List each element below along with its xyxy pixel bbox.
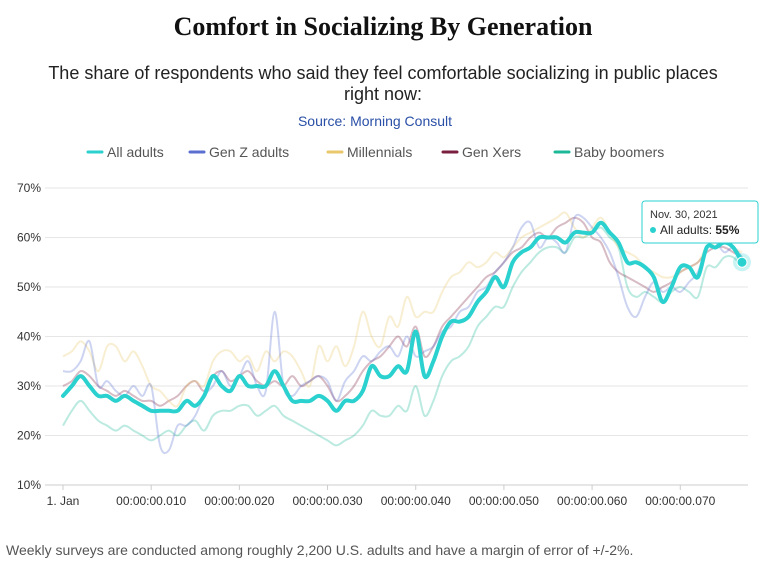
legend-label: Millennials bbox=[347, 144, 412, 160]
series-line-gen-x[interactable] bbox=[62, 216, 743, 407]
x-tick-label: 00:00:00.060 bbox=[557, 494, 627, 508]
legend-item-all-adults[interactable]: All adults bbox=[86, 144, 164, 160]
x-tick-label: 00:00:00.050 bbox=[469, 494, 539, 508]
subtitle-line-1: The share of respondents who said they f… bbox=[48, 63, 718, 83]
legend-label: Baby boomers bbox=[574, 144, 664, 160]
subtitle-line-2: right now: bbox=[343, 84, 423, 104]
legend-label: Gen Z adults bbox=[209, 144, 289, 160]
line-chart: All adults Gen Z adults Millennials Gen Xer… bbox=[17, 144, 759, 508]
x-axis: 1. Jan 00:00:00.010 00:00:00.020 00:00:00.0… bbox=[47, 485, 716, 508]
legend-item-boomers[interactable]: Baby boomers bbox=[553, 144, 664, 160]
legend-label: All adults bbox=[107, 144, 164, 160]
tooltip-box bbox=[641, 200, 759, 244]
y-axis: 10% 20% 30% 40% 50% 60% 70% bbox=[17, 181, 41, 492]
series-line-millennials[interactable] bbox=[62, 211, 743, 408]
chart-title: Comfort in Socializing By Generation bbox=[173, 12, 593, 41]
legend-item-millennials[interactable]: Millennials bbox=[326, 144, 412, 160]
legend-item-gen-z[interactable]: Gen Z adults bbox=[188, 144, 289, 160]
tooltip-date: Nov. 30, 2021 bbox=[650, 209, 718, 221]
y-tick-label: 50% bbox=[17, 280, 41, 294]
footnote: Weekly surveys are conducted among rough… bbox=[6, 542, 634, 558]
y-tick-label: 70% bbox=[17, 181, 41, 195]
chart-subtitle: The share of respondents who said they f… bbox=[0, 63, 766, 105]
x-tick-label: 00:00:00.040 bbox=[381, 494, 451, 508]
legend: All adults Gen Z adults Millennials Gen Xer… bbox=[86, 144, 664, 160]
x-tick-label: 00:00:00.020 bbox=[204, 494, 274, 508]
source-link[interactable]: Source: Morning Consult bbox=[297, 113, 453, 129]
x-tick-label: 00:00:00.030 bbox=[293, 494, 363, 508]
legend-item-gen-x[interactable]: Gen Xers bbox=[441, 144, 521, 160]
x-tick-label: 00:00:00.010 bbox=[116, 494, 186, 508]
hover-marker[interactable] bbox=[736, 256, 748, 268]
y-tick-label: 60% bbox=[17, 231, 41, 245]
y-tick-label: 10% bbox=[17, 478, 41, 492]
gridlines bbox=[45, 187, 748, 486]
series-line-all-adults-highlighted[interactable] bbox=[61, 220, 744, 414]
tooltip-value: All adults: 55% bbox=[660, 223, 740, 237]
tooltip-series-dot bbox=[650, 227, 656, 233]
tooltip-series-name: All adults bbox=[660, 223, 709, 237]
y-tick-label: 40% bbox=[17, 330, 41, 344]
x-tick-label: 1. Jan bbox=[47, 494, 80, 508]
x-tick-label: 00:00:00.070 bbox=[645, 494, 715, 508]
tooltip: Nov. 30, 2021 All adults: 55% bbox=[641, 200, 759, 244]
legend-label: Gen Xers bbox=[462, 144, 521, 160]
series-line-gen-z[interactable] bbox=[62, 213, 743, 455]
y-tick-label: 30% bbox=[17, 379, 41, 393]
series-lines bbox=[61, 211, 751, 455]
series-line-all-adults[interactable] bbox=[62, 221, 743, 413]
series-line-boomers[interactable] bbox=[62, 226, 743, 447]
y-tick-label: 20% bbox=[17, 429, 41, 443]
tooltip-value-label: 55% bbox=[715, 223, 739, 237]
